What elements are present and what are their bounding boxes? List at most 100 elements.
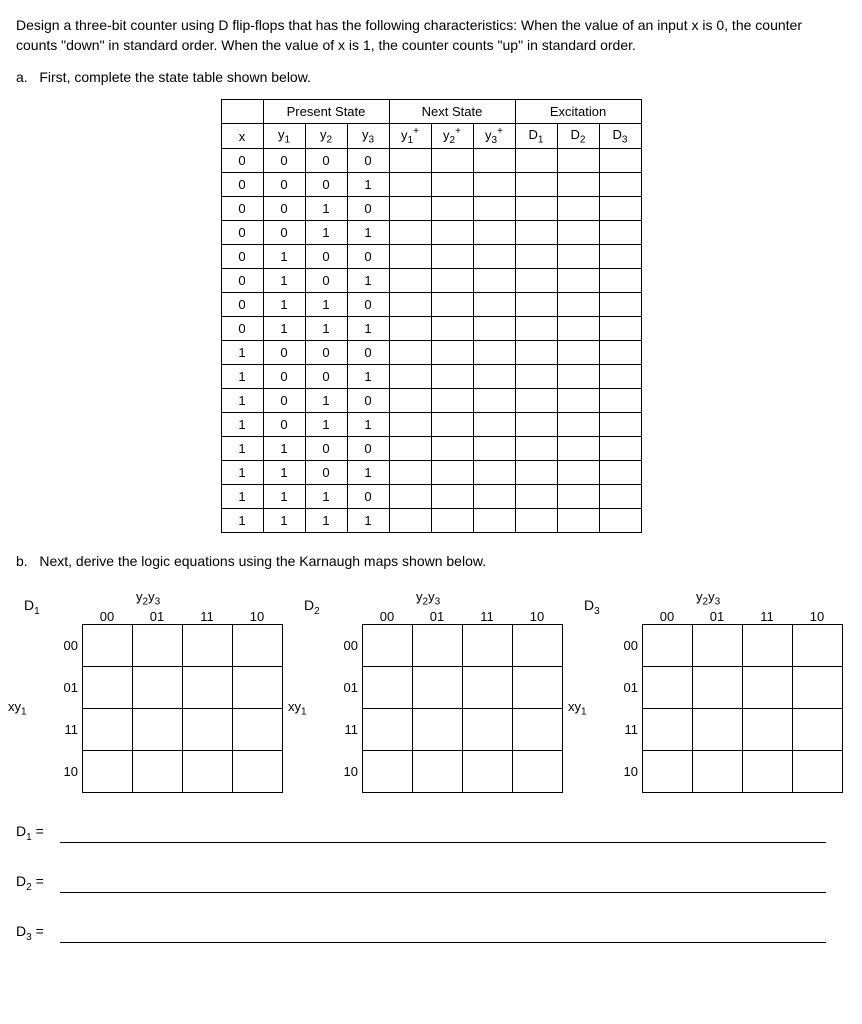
kmap-cell — [363, 625, 413, 667]
table-cell — [515, 221, 557, 245]
kmap-cell — [233, 709, 283, 751]
table-cell: 0 — [305, 173, 347, 197]
table-cell: 1 — [347, 461, 389, 485]
table-cell — [473, 509, 515, 533]
table-row: 0110 — [221, 293, 641, 317]
table-cell: 1 — [221, 461, 263, 485]
kmap-cell — [743, 751, 793, 793]
kmap-grid — [362, 624, 563, 793]
table-cell — [431, 245, 473, 269]
group-header-excitation: Excitation — [515, 100, 641, 124]
table-cell: 0 — [263, 389, 305, 413]
kmap-cell — [413, 667, 463, 709]
kmap-cell — [743, 667, 793, 709]
table-cell: 1 — [305, 485, 347, 509]
table-cell — [389, 197, 431, 221]
table-cell: 0 — [347, 197, 389, 221]
table-cell — [557, 437, 599, 461]
table-cell — [515, 245, 557, 269]
kmap-row-label: 01 — [52, 666, 82, 708]
table-cell: 1 — [221, 365, 263, 389]
kmap-cell — [743, 709, 793, 751]
table-cell — [473, 413, 515, 437]
column-header-row: x y1 y2 y3 y1+ y2+ y3+ D1 D2 D3 — [221, 124, 641, 149]
table-row: 0101 — [221, 269, 641, 293]
table-cell: 1 — [221, 509, 263, 533]
table-cell — [599, 173, 641, 197]
kmap-D₃: D3y2y3xy10001111000011110 — [576, 589, 846, 793]
table-cell: 0 — [305, 437, 347, 461]
table-cell — [515, 197, 557, 221]
table-cell — [599, 389, 641, 413]
table-cell: 0 — [305, 341, 347, 365]
kmap-cell — [183, 709, 233, 751]
table-cell — [431, 437, 473, 461]
table-cell — [599, 149, 641, 173]
kmap-cell — [463, 709, 513, 751]
col-d2: D2 — [557, 124, 599, 149]
table-cell — [431, 509, 473, 533]
table-cell: 0 — [221, 269, 263, 293]
table-row: 0100 — [221, 245, 641, 269]
kmap-cell — [743, 625, 793, 667]
part-a-text: First, complete the state table shown be… — [39, 69, 311, 85]
kmap-rowvar: xy1 — [8, 699, 27, 718]
kmap-col-label: 01 — [692, 609, 742, 624]
table-cell — [515, 437, 557, 461]
table-row: 0011 — [221, 221, 641, 245]
table-cell — [473, 221, 515, 245]
table-cell: 1 — [221, 437, 263, 461]
table-cell — [431, 389, 473, 413]
kmap-cell — [413, 625, 463, 667]
table-cell — [431, 485, 473, 509]
table-cell — [431, 293, 473, 317]
kmap-cell — [83, 751, 133, 793]
table-row: 0001 — [221, 173, 641, 197]
table-cell: 1 — [263, 269, 305, 293]
kmap-colvar: y2y3 — [416, 589, 440, 608]
table-cell — [473, 461, 515, 485]
table-cell — [473, 365, 515, 389]
table-cell — [431, 173, 473, 197]
table-cell: 1 — [263, 245, 305, 269]
table-cell — [473, 389, 515, 413]
table-cell — [557, 509, 599, 533]
table-cell — [389, 269, 431, 293]
table-cell — [431, 197, 473, 221]
equation-label: D3 = — [16, 923, 60, 943]
table-row: 1001 — [221, 365, 641, 389]
table-cell: 0 — [263, 221, 305, 245]
table-cell — [389, 245, 431, 269]
table-row: 1000 — [221, 341, 641, 365]
table-row: 1011 — [221, 413, 641, 437]
table-cell: 0 — [221, 221, 263, 245]
table-cell — [431, 341, 473, 365]
table-cell: 1 — [263, 509, 305, 533]
table-cell — [515, 293, 557, 317]
table-cell — [389, 341, 431, 365]
kmap-cell — [513, 751, 563, 793]
equation-blank — [60, 825, 826, 843]
table-cell — [389, 317, 431, 341]
table-cell — [389, 293, 431, 317]
equation-line: D3 = — [16, 923, 846, 943]
table-cell — [431, 413, 473, 437]
kmap-cell — [133, 751, 183, 793]
table-cell: 1 — [305, 389, 347, 413]
table-cell: 0 — [305, 269, 347, 293]
kmap-cell — [363, 751, 413, 793]
part-a: a. First, complete the state table shown… — [16, 69, 846, 85]
state-table: Present State Next State Excitation x y1… — [221, 99, 642, 533]
table-cell — [473, 269, 515, 293]
table-cell — [557, 485, 599, 509]
kmap-cell — [643, 625, 693, 667]
table-cell — [515, 269, 557, 293]
table-cell — [473, 437, 515, 461]
kmap-cell — [83, 709, 133, 751]
kmap-cell — [793, 751, 843, 793]
table-cell — [431, 269, 473, 293]
table-cell: 1 — [347, 173, 389, 197]
table-cell — [473, 245, 515, 269]
kmap-cell — [183, 667, 233, 709]
table-cell: 0 — [347, 485, 389, 509]
